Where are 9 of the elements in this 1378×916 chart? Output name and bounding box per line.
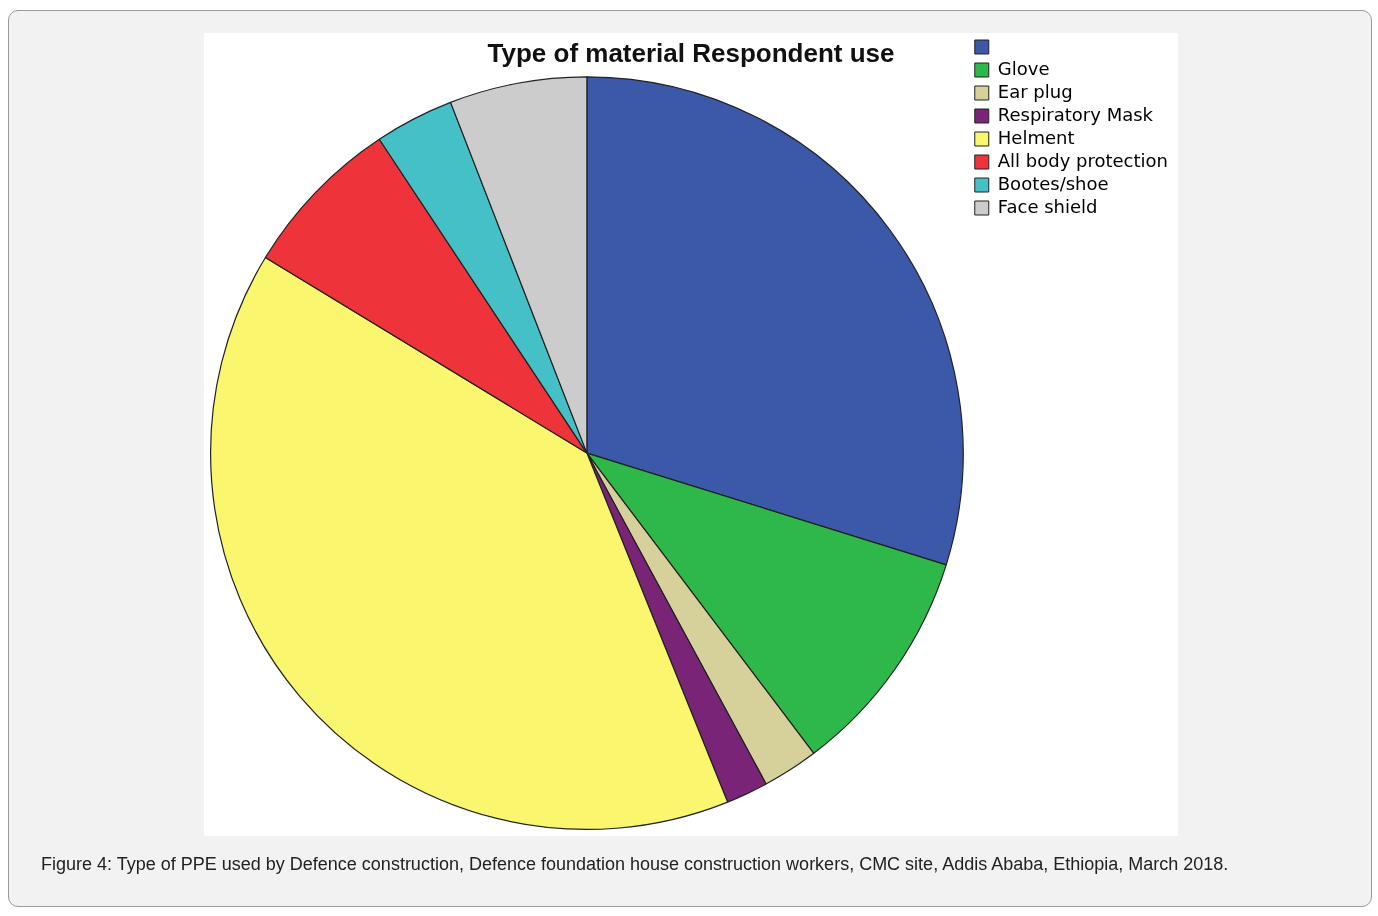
legend-label: Respiratory Mask xyxy=(997,103,1154,125)
legend-label: Bootes/shoe xyxy=(997,172,1109,194)
legend-label: Helment xyxy=(997,126,1075,148)
legend-label: Glove xyxy=(997,57,1050,79)
legend-label: Face shield xyxy=(997,195,1098,217)
chart-title: Type of material Respondent use xyxy=(487,37,895,68)
caption: Figure 4: Type of PPE used by Defence construction, Defence foundation house construction workers, CMC site, Addis Ababa, Ethiopia, March 2018. xyxy=(41,853,1230,876)
legend-label: All body protection xyxy=(997,149,1169,171)
legend-label: Ear plug xyxy=(997,80,1073,102)
